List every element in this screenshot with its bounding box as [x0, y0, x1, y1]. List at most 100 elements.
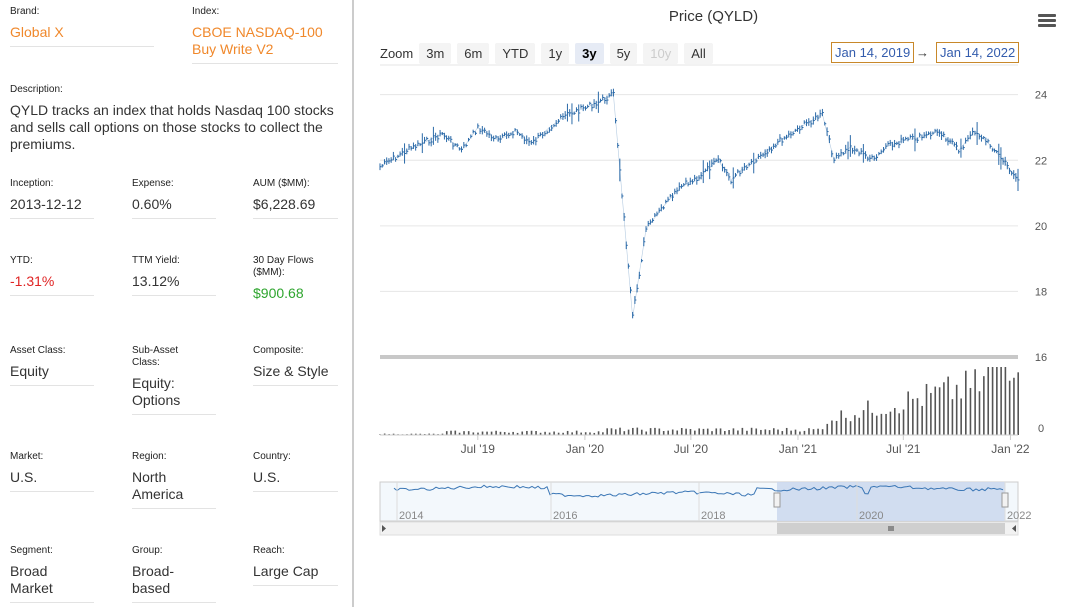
region-field: Region: North America: [132, 451, 216, 509]
volume-bar: [991, 367, 994, 435]
y-tick-label: 18: [1035, 286, 1047, 298]
volume-bar: [987, 367, 990, 435]
zoom-button-ytd[interactable]: YTD: [495, 43, 536, 64]
zoom-button-5y[interactable]: 5y: [609, 43, 638, 64]
hamburger-menu-icon[interactable]: [1038, 14, 1056, 28]
scroll-left-arrow-icon[interactable]: [382, 525, 386, 532]
description-line3: premiums.: [10, 136, 76, 152]
zoom-selector: Zoom 3m 6m YTD 1y 3y 5y 10y All: [380, 43, 719, 64]
volume-bar: [875, 415, 878, 435]
price-line: [379, 94, 1019, 318]
volume-bar: [521, 431, 524, 435]
volume-bar: [512, 431, 514, 435]
volume-bar: [415, 433, 417, 435]
sub-asset-class-value-line1: Equity:: [132, 375, 175, 391]
volume-bar: [623, 431, 626, 435]
flows-value: $900.68: [253, 285, 304, 301]
volume-bar: [454, 430, 457, 435]
volume-bar: [698, 428, 700, 435]
volume-bar: [764, 429, 767, 435]
inception-label: Inception:: [10, 178, 54, 189]
volume-bar: [627, 429, 630, 435]
volume-bar: [516, 432, 519, 435]
navigator-year-label: 2020: [859, 510, 883, 522]
index-value-line2: Buy Write V2: [192, 41, 274, 57]
zoom-button-3y[interactable]: 3y: [575, 43, 604, 64]
zoom-button-6m[interactable]: 6m: [457, 43, 490, 64]
volume-bar: [649, 428, 652, 435]
navigator-right-handle[interactable]: [1001, 492, 1009, 508]
volume-bar: [575, 430, 578, 435]
volume-bar: [925, 383, 928, 435]
composite-label: Composite:: [253, 345, 304, 356]
navigator-left-handle[interactable]: [773, 492, 781, 508]
volume-bar: [826, 423, 829, 435]
volume-bar: [508, 432, 510, 435]
brand-label: Brand:: [10, 6, 40, 17]
volume-bar: [862, 410, 865, 435]
description-text: QYLD tracks an index that holds Nasdaq 1…: [10, 102, 340, 158]
zoom-button-all[interactable]: All: [684, 43, 713, 64]
volume-bar: [392, 433, 395, 435]
scroll-right-arrow-icon[interactable]: [1012, 525, 1016, 532]
volume-bar: [719, 428, 722, 435]
volume-bar: [711, 431, 713, 435]
volume-bar: [794, 429, 797, 435]
volume-bar: [689, 429, 692, 435]
volume-bar: [383, 433, 386, 435]
region-value-line1: North: [132, 469, 167, 485]
market-label: Market:: [10, 451, 44, 462]
flows-label: 30 Day Flows ($MM):: [253, 255, 338, 279]
volume-bar: [463, 431, 465, 435]
aum-field: AUM ($MM): $6,228.69: [253, 178, 338, 219]
to-date-input[interactable]: Jan 14, 2022: [936, 42, 1020, 63]
volume-bar: [746, 430, 748, 435]
from-date-input[interactable]: Jan 14, 2019: [831, 42, 915, 63]
volume-bar: [477, 432, 479, 435]
sub-asset-class-label-line1: Sub-Asset: [132, 345, 179, 356]
region-label: Region:: [132, 451, 167, 462]
group-field: Group: Broad- based: [132, 545, 216, 603]
flows-field: 30 Day Flows ($MM): $900.68: [253, 255, 338, 307]
segment-field: Segment: Broad Market: [10, 545, 94, 603]
volume-bar: [938, 387, 941, 435]
zoom-button-3m[interactable]: 3m: [419, 43, 452, 64]
volume-bar: [526, 430, 528, 435]
expense-label: Expense:: [132, 178, 174, 189]
volume-bar: [921, 405, 923, 435]
index-value-line1: CBOE NASDAQ-100: [192, 24, 323, 40]
group-label: Group:: [132, 545, 163, 556]
zoom-button-1y[interactable]: 1y: [541, 43, 570, 64]
sub-asset-class-label: Sub-Asset Class:: [132, 345, 216, 369]
volume-bar: [597, 431, 600, 435]
expense-field: Expense: 0.60%: [132, 178, 216, 219]
volume-bar: [566, 430, 569, 435]
volume-bar: [702, 428, 705, 435]
composite-field: Composite: Size & Style: [253, 345, 338, 386]
volume-bar: [777, 429, 779, 435]
volume-bar: [893, 407, 896, 435]
description-field: Description: QYLD tracks an index that h…: [10, 84, 340, 158]
volume-bar: [419, 433, 422, 435]
description-line1: QYLD tracks an index that holds Nasdaq 1…: [10, 102, 334, 118]
volume-bar: [803, 430, 806, 435]
brand-value[interactable]: Global X: [10, 24, 154, 47]
sub-asset-class-field: Sub-Asset Class: Equity: Options: [132, 345, 216, 415]
volume-bar: [544, 431, 546, 435]
volume-bar: [580, 432, 582, 435]
composite-value: Size & Style: [253, 363, 338, 386]
volume-bar: [867, 400, 869, 435]
volume-bar: [1004, 367, 1007, 435]
volume-bar: [817, 428, 819, 435]
navigator-year-label: 2016: [553, 510, 577, 522]
price-series: [379, 88, 1020, 319]
index-value[interactable]: CBOE NASDAQ-100 Buy Write V2: [192, 24, 338, 64]
volume-bar: [781, 431, 784, 435]
volume-bar: [450, 430, 452, 435]
volume-bar: [885, 413, 887, 435]
volume-bar: [983, 376, 985, 435]
volume-bar: [960, 398, 962, 435]
volume-bar: [808, 428, 810, 435]
volume-bar: [667, 430, 670, 435]
volume-zero-label: 0: [1038, 423, 1044, 435]
